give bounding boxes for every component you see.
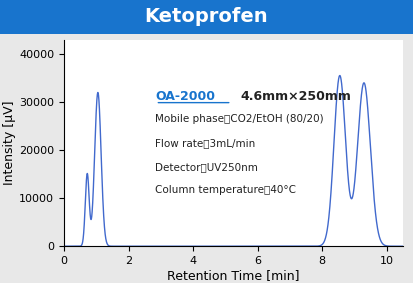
Text: OA-2000: OA-2000 <box>155 90 216 103</box>
Text: Column temperature：40°C: Column temperature：40°C <box>155 185 297 196</box>
Text: Detector：UV250nm: Detector：UV250nm <box>155 162 258 172</box>
Text: Flow rate：3mL/min: Flow rate：3mL/min <box>155 138 256 148</box>
X-axis label: Retention Time [min]: Retention Time [min] <box>167 269 299 282</box>
Text: Ketoprofen: Ketoprofen <box>145 7 268 27</box>
Text: Mobile phase：CO2/EtOH (80/20): Mobile phase：CO2/EtOH (80/20) <box>155 114 324 124</box>
Y-axis label: Intensity [μV]: Intensity [μV] <box>3 101 17 185</box>
Text: 4.6mm×250mm: 4.6mm×250mm <box>240 90 351 103</box>
